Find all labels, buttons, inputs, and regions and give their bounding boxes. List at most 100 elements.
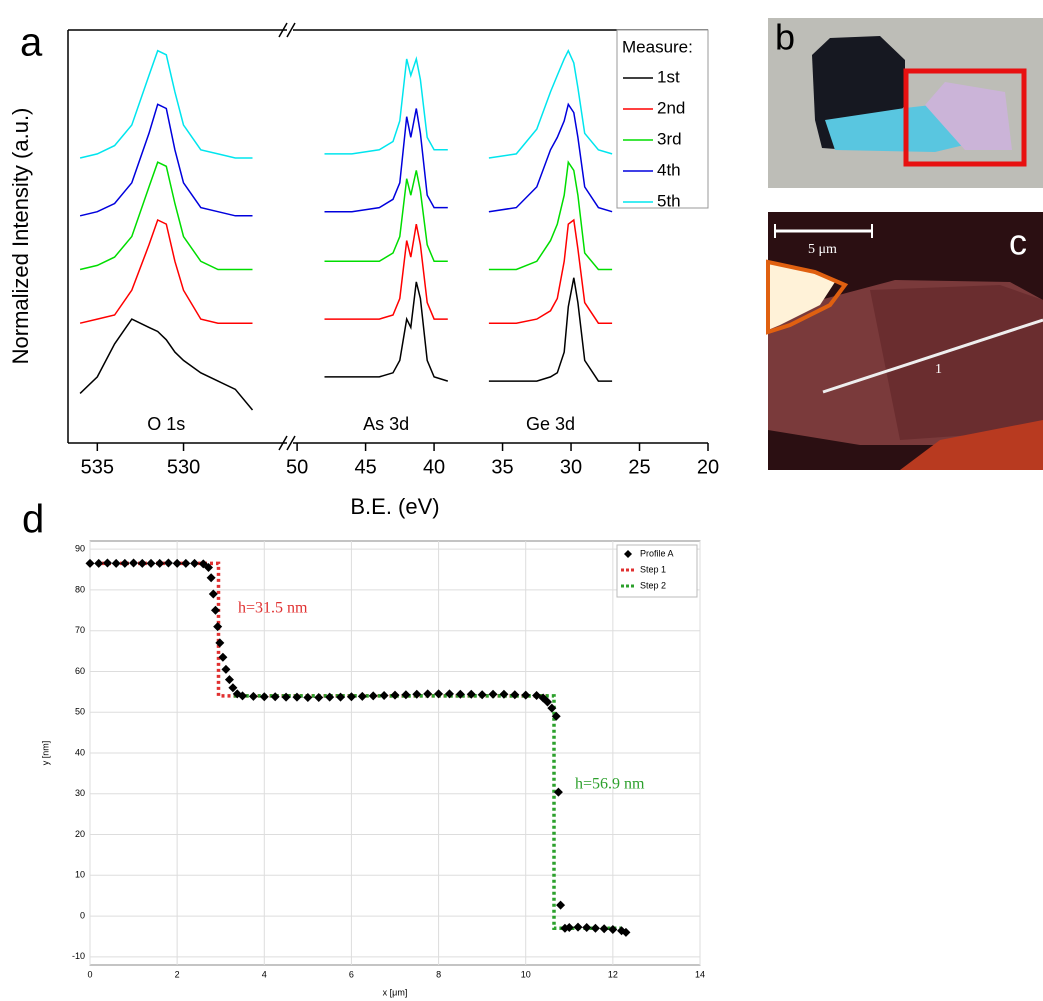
legend-label: 3rd (657, 129, 682, 148)
profile-point (218, 652, 228, 662)
y-tick-label: 20 (75, 829, 85, 839)
spectrum (79, 218, 253, 324)
x-tick-label: 0 (87, 969, 92, 979)
x-tick-label: 35 (491, 456, 513, 478)
profile-point (172, 558, 182, 568)
profile-point (129, 558, 139, 568)
x-tick-label: 14 (695, 969, 705, 979)
y-tick-label: -10 (72, 951, 85, 961)
profile-point (553, 787, 563, 797)
profile-point (228, 683, 238, 693)
legend-title: Measure: (622, 37, 693, 56)
y-tick-label: 50 (75, 707, 85, 717)
legend-label: Profile A (640, 548, 674, 558)
legend-swatch (624, 550, 632, 558)
x-tick-label: 6 (349, 969, 354, 979)
x-tick-label: 50 (286, 456, 308, 478)
micrograph-b: b (768, 17, 1043, 188)
panel-letter: a (20, 21, 43, 65)
profile-point (204, 563, 214, 572)
profile-point (551, 711, 561, 721)
profile-point (213, 622, 223, 632)
legend-label: 2nd (657, 98, 685, 117)
profile-point (401, 690, 411, 700)
profile-point (547, 703, 557, 713)
x-tick-label: 4 (262, 969, 267, 979)
x-tick-label: 8 (436, 969, 441, 979)
spectrum (79, 103, 253, 217)
profile-point (434, 689, 444, 699)
x-tick-label: 12 (608, 969, 618, 979)
spectrum (488, 218, 613, 324)
line-label: 1 (935, 362, 942, 377)
legend-label: Step 2 (640, 580, 666, 590)
y-tick-label: 80 (75, 584, 85, 594)
axis-break (278, 435, 288, 451)
legend-box (616, 29, 709, 209)
profile-point (412, 689, 422, 699)
spectrum (488, 102, 613, 213)
profile-point (590, 923, 600, 933)
profile-point (357, 691, 367, 701)
spectrum (324, 223, 448, 320)
profile-point (499, 689, 509, 699)
panel-letter: d (22, 498, 44, 542)
profile-point (215, 638, 225, 648)
profile-point (120, 558, 130, 568)
legend-label: Step 1 (640, 564, 666, 574)
spectrum (488, 48, 613, 159)
profile-point (510, 690, 520, 700)
scale-label: 5 μm (808, 242, 837, 257)
profile-point (206, 573, 216, 583)
profile-point (599, 924, 609, 934)
profile-point (390, 690, 400, 700)
x-tick-label: 20 (697, 456, 719, 478)
profile-point (379, 691, 389, 701)
profile-point (336, 692, 346, 702)
spectrum (488, 277, 613, 382)
profile-point (488, 689, 498, 699)
profile-point (582, 922, 592, 932)
panel-letter: b (775, 17, 795, 58)
spectrum (488, 160, 613, 271)
profile-point (573, 922, 583, 932)
profile-point (455, 689, 465, 699)
x-tick-label: 535 (81, 456, 114, 478)
profile-point (155, 558, 165, 568)
profile-point (346, 692, 356, 702)
profile-point (111, 558, 121, 568)
profile-point (190, 558, 200, 568)
legend-label: 4th (657, 160, 681, 179)
profile-point (248, 691, 258, 701)
x-axis-label: B.E. (eV) (350, 494, 439, 519)
spectrum (79, 49, 253, 159)
profile-point (270, 692, 280, 702)
legend-label: 5th (657, 191, 681, 210)
profile-point (163, 558, 173, 568)
profile-point (621, 927, 631, 937)
legend-label: 1st (657, 67, 680, 86)
axis-break (286, 435, 296, 451)
profile-point (556, 900, 566, 910)
profile-point (146, 558, 156, 568)
x-tick-label: 10 (521, 969, 531, 979)
region-label: Ge 3d (526, 414, 575, 434)
x-tick-label: 530 (167, 456, 200, 478)
profile-point (477, 690, 487, 700)
x-tick-label: 2 (175, 969, 180, 979)
profile-point (543, 697, 552, 707)
profile-point (292, 692, 302, 702)
profile-point (221, 664, 231, 674)
profile-point (564, 922, 574, 932)
profile-point (210, 605, 220, 615)
region-label: O 1s (147, 414, 185, 434)
profile-point (281, 692, 291, 702)
axis-break (278, 22, 288, 38)
profile-point (303, 693, 313, 703)
annotation: h=31.5 nm (238, 600, 308, 617)
profile-point (466, 689, 476, 699)
x-tick-label: 25 (628, 456, 650, 478)
y-tick-label: 60 (75, 666, 85, 676)
profile-point (137, 558, 147, 568)
